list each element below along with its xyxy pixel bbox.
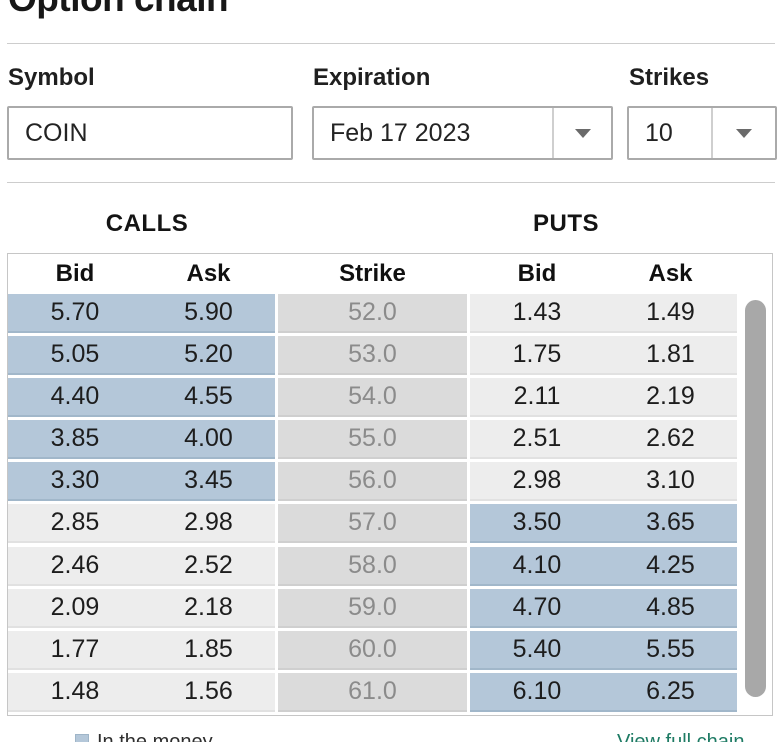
call-bid-cell[interactable]: 3.30 <box>8 462 142 502</box>
strike-cell: 56.0 <box>278 462 467 502</box>
table-row: 2.46 2.52 58.0 4.10 4.25 <box>8 546 772 586</box>
strike-cell: 59.0 <box>278 588 467 628</box>
header-put-ask: Ask <box>648 260 693 287</box>
put-bid-cell[interactable]: 3.50 <box>470 504 604 544</box>
option-chain-table: Bid Ask Strike Bid Ask 5.70 5.90 52.0 1.… <box>7 253 773 716</box>
table-row: 2.85 2.98 57.0 3.50 3.65 <box>8 504 772 544</box>
strikes-label: Strikes <box>629 64 710 91</box>
strikes-select[interactable]: 10 <box>627 106 777 160</box>
strike-cell: 57.0 <box>278 504 467 544</box>
put-bid-cell[interactable]: 2.51 <box>470 420 604 460</box>
page-title: Option chain <box>8 0 229 18</box>
header-call-ask: Ask <box>186 260 231 287</box>
call-bid-cell[interactable]: 4.40 <box>8 378 142 418</box>
call-ask-cell[interactable]: 2.52 <box>142 546 275 586</box>
call-ask-cell[interactable]: 1.56 <box>142 672 275 712</box>
calls-section-label: CALLS <box>105 210 189 237</box>
table-row: 1.77 1.85 60.0 5.40 5.55 <box>8 630 772 670</box>
put-bid-cell[interactable]: 5.40 <box>470 630 604 670</box>
strikes-dropdown-button[interactable] <box>711 108 775 158</box>
put-bid-cell[interactable]: 1.75 <box>470 336 604 376</box>
strike-cell: 52.0 <box>278 294 467 333</box>
expiration-label: Expiration <box>313 64 431 91</box>
call-bid-cell[interactable]: 1.77 <box>8 630 142 670</box>
put-bid-cell[interactable]: 1.43 <box>470 294 604 333</box>
chevron-down-icon <box>574 128 591 138</box>
header-call-bid: Bid <box>55 260 95 287</box>
call-bid-cell[interactable]: 3.85 <box>8 420 142 460</box>
strike-cell: 55.0 <box>278 420 467 460</box>
chevron-down-icon <box>736 128 752 138</box>
symbol-input[interactable] <box>7 106 293 160</box>
header-put-bid: Bid <box>517 260 557 287</box>
in-the-money-label: In the money <box>97 731 213 742</box>
expiration-dropdown-button[interactable] <box>552 108 611 158</box>
put-ask-cell[interactable]: 5.55 <box>604 630 737 670</box>
table-row: 5.70 5.90 52.0 1.43 1.49 <box>8 294 772 333</box>
put-ask-cell[interactable]: 2.62 <box>604 420 737 460</box>
call-bid-cell[interactable]: 2.46 <box>8 546 142 586</box>
table-row: 1.48 1.56 61.0 6.10 6.25 <box>8 672 772 712</box>
table-row: 3.30 3.45 56.0 2.98 3.10 <box>8 462 772 502</box>
call-bid-cell[interactable]: 2.09 <box>8 588 142 628</box>
strikes-value: 10 <box>645 118 673 147</box>
call-ask-cell[interactable]: 4.00 <box>142 420 275 460</box>
put-ask-cell[interactable]: 1.49 <box>604 294 737 333</box>
put-bid-cell[interactable]: 4.10 <box>470 546 604 586</box>
table-row: 5.05 5.20 53.0 1.75 1.81 <box>8 336 772 376</box>
put-ask-cell[interactable]: 4.25 <box>604 546 737 586</box>
table-row: 2.09 2.18 59.0 4.70 4.85 <box>8 588 772 628</box>
put-bid-cell[interactable]: 2.11 <box>470 378 604 418</box>
call-bid-cell[interactable]: 2.85 <box>8 504 142 544</box>
call-bid-cell[interactable]: 5.05 <box>8 336 142 376</box>
call-ask-cell[interactable]: 1.85 <box>142 630 275 670</box>
put-ask-cell[interactable]: 3.65 <box>604 504 737 544</box>
put-ask-cell[interactable]: 3.10 <box>604 462 737 502</box>
expiration-value: Feb 17 2023 <box>330 118 471 147</box>
call-bid-cell[interactable]: 1.48 <box>8 672 142 712</box>
strike-cell: 58.0 <box>278 546 467 586</box>
divider <box>7 182 775 183</box>
call-ask-cell[interactable]: 5.20 <box>142 336 275 376</box>
call-ask-cell[interactable]: 2.98 <box>142 504 275 544</box>
put-ask-cell[interactable]: 1.81 <box>604 336 737 376</box>
expiration-select[interactable]: Feb 17 2023 <box>312 106 613 160</box>
strike-cell: 61.0 <box>278 672 467 712</box>
table-header-row: Bid Ask Strike Bid Ask <box>8 254 772 294</box>
put-bid-cell[interactable]: 2.98 <box>470 462 604 502</box>
call-ask-cell[interactable]: 3.45 <box>142 462 275 502</box>
put-bid-cell[interactable]: 6.10 <box>470 672 604 712</box>
table-body: 5.70 5.90 52.0 1.43 1.49 5.05 5.20 53.0 … <box>8 294 772 712</box>
header-strike: Strike <box>339 260 406 287</box>
puts-section-label: PUTS <box>532 210 600 237</box>
put-bid-cell[interactable]: 4.70 <box>470 588 604 628</box>
call-ask-cell[interactable]: 2.18 <box>142 588 275 628</box>
scrollbar-thumb[interactable] <box>745 300 766 697</box>
call-ask-cell[interactable]: 5.90 <box>142 294 275 333</box>
call-ask-cell[interactable]: 4.55 <box>142 378 275 418</box>
call-bid-cell[interactable]: 5.70 <box>8 294 142 333</box>
view-full-chain-link[interactable]: View full chain <box>617 731 745 742</box>
divider <box>7 43 775 44</box>
strike-cell: 53.0 <box>278 336 467 376</box>
strike-cell: 54.0 <box>278 378 467 418</box>
put-ask-cell[interactable]: 4.85 <box>604 588 737 628</box>
in-the-money-swatch <box>75 734 89 742</box>
table-row: 4.40 4.55 54.0 2.11 2.19 <box>8 378 772 418</box>
put-ask-cell[interactable]: 6.25 <box>604 672 737 712</box>
symbol-label: Symbol <box>8 64 95 91</box>
put-ask-cell[interactable]: 2.19 <box>604 378 737 418</box>
strike-cell: 60.0 <box>278 630 467 670</box>
table-row: 3.85 4.00 55.0 2.51 2.62 <box>8 420 772 460</box>
